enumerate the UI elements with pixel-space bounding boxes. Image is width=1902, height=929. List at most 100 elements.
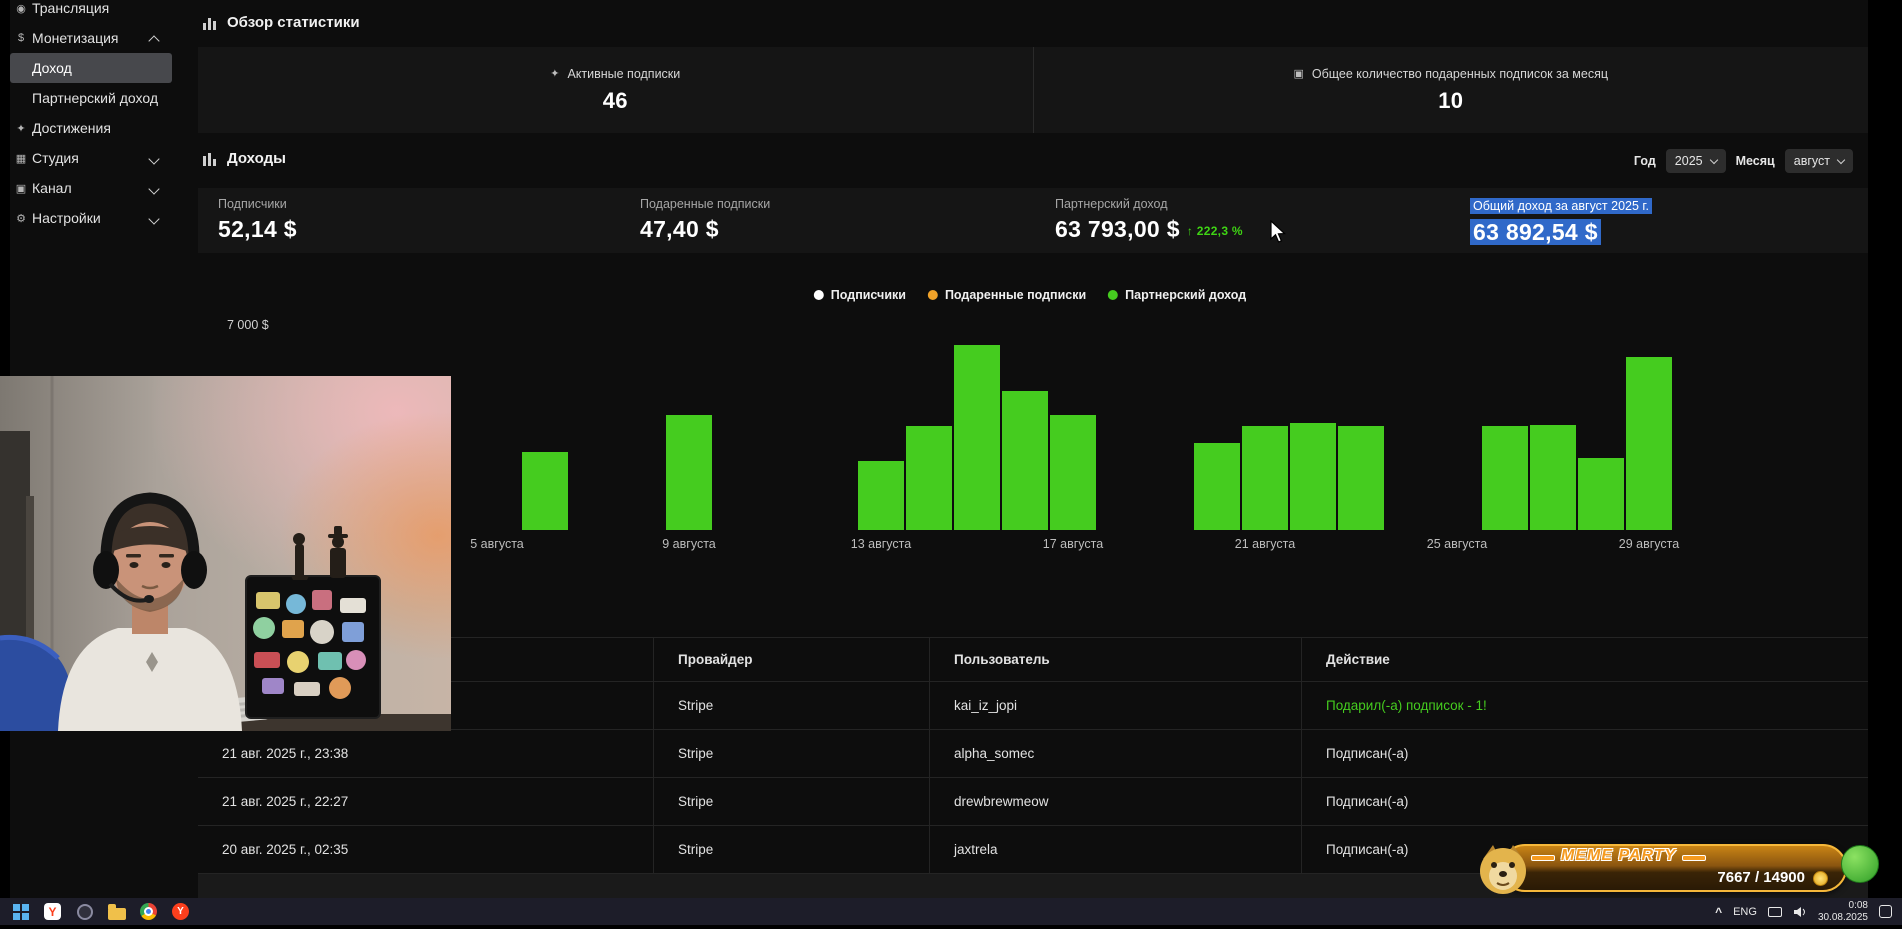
gift-subs-icon: ▣	[1293, 68, 1304, 80]
chart-bar	[1290, 423, 1336, 530]
legend-label: Партнерский доход	[1125, 288, 1247, 302]
cell-user: kai_iz_jopi	[929, 682, 1301, 729]
meme-party-title: MEME PARTY	[1530, 847, 1707, 864]
green-ball-icon	[1841, 845, 1879, 883]
overview-card: ▣ Общее количество подаренных подписок за…	[1032, 47, 1869, 133]
income-stat: Подписчики 52,14 $	[218, 197, 297, 243]
sidebar-item-label: Студия	[32, 150, 79, 166]
yandex-icon[interactable]: Y	[42, 901, 63, 922]
sidebar-item-label: Канал	[32, 180, 72, 196]
chevron-down-icon	[148, 153, 160, 165]
table-header: Действие	[1301, 638, 1868, 681]
card-label: Активные подписки	[567, 66, 681, 81]
chart-bar	[1050, 415, 1096, 530]
cell-provider: Stripe	[653, 778, 929, 825]
legend-item[interactable]: Партнерский доход	[1108, 288, 1246, 302]
channel-icon: ▣	[15, 182, 27, 195]
doge-icon	[1480, 845, 1526, 894]
cell-user: jaxtrela	[929, 826, 1301, 873]
sidebar-item-settings[interactable]: ⚙ Настройки	[10, 203, 198, 233]
sidebar-item-label: Монетизация	[32, 30, 119, 46]
chevron-down-icon	[1836, 155, 1846, 165]
cell-date: 20 авг. 2025 г., 02:35	[222, 842, 349, 857]
sidebar-item-label: Достижения	[32, 120, 111, 136]
tray-date: 30.08.2025	[1817, 911, 1868, 923]
sidebar-item-label: Трансляция	[32, 0, 110, 16]
explorer-icon[interactable]	[106, 901, 127, 922]
overview-card: ✦ Активные подписки 46	[198, 47, 1033, 133]
chart-bar	[1194, 443, 1240, 530]
income-title: Доходы	[227, 150, 286, 167]
coin-icon	[1813, 871, 1828, 886]
year-label: Год	[1633, 154, 1656, 168]
sidebar-item-monetization[interactable]: $ Монетизация	[10, 23, 198, 53]
display-icon[interactable]	[1767, 906, 1782, 917]
webcam-overlay	[0, 376, 451, 731]
clock[interactable]: 0:08 30.08.2025	[1818, 900, 1868, 924]
delta-badge: ↑ 222,3 %	[1186, 224, 1243, 238]
sidebar-item-partner-income[interactable]: Партнерский доход	[10, 83, 198, 113]
achievements-icon: ✦	[16, 122, 26, 135]
y-axis-label: 7 000 $	[227, 318, 269, 332]
legend-item[interactable]: Подписчики	[813, 288, 906, 302]
table-row: 21 авг. 2025 г., 23:38 Stripe alpha_somec П…	[198, 730, 1868, 778]
year-select[interactable]: 2025	[1665, 149, 1726, 173]
taskbar-icons: Y Y	[0, 901, 191, 922]
chrome-icon[interactable]	[138, 901, 159, 922]
cell-action: Подарил(-а) подписок - 1!	[1301, 682, 1868, 729]
cell-provider: Stripe	[653, 826, 929, 873]
subscriptions-icon: ✦	[550, 68, 560, 80]
table-header-row: Провайдер Пользователь Действие	[198, 637, 1868, 682]
month-select[interactable]: август	[1784, 149, 1853, 173]
cell-action: Подписан(-а)	[1301, 826, 1868, 873]
sidebar-item-achievements[interactable]: ✦ Достижения	[10, 113, 198, 143]
sidebar-item-income[interactable]: Доход	[10, 53, 172, 83]
sidebar-list: ◉ Трансляция $ Монетизация Доход Партнерский …	[10, 0, 198, 233]
table-row: Stripe kai_iz_jopi Подарил(-а) подписок - …	[198, 682, 1868, 730]
browser-icon[interactable]: Y	[170, 901, 191, 922]
tray-expand-icon[interactable]: ^	[1715, 904, 1723, 919]
sidebar-item-channel[interactable]: ▣ Канал	[10, 173, 198, 203]
legend-dot-icon	[927, 290, 938, 300]
x-axis-label: 5 августа	[470, 537, 524, 551]
year-value: 2025	[1674, 154, 1703, 168]
stat-label: Партнерский доход	[1055, 197, 1168, 211]
studio-icon: ▦	[15, 152, 27, 165]
table-header: Пользователь	[929, 638, 1301, 681]
overview-title: Обзор статистики	[227, 14, 360, 31]
app-icon[interactable]	[74, 901, 95, 922]
card-value: 10	[1438, 87, 1464, 113]
broadcast-icon: ◉	[16, 2, 26, 15]
legend-item[interactable]: Подаренные подписки	[927, 288, 1087, 302]
meme-party-counter: 7667 / 14900	[1717, 869, 1805, 886]
legend-label: Подаренные подписки	[944, 288, 1087, 302]
income-stats-row: Подписчики 52,14 $ Подаренные подписки 47,4…	[198, 188, 1868, 253]
income-section-title: Доходы	[203, 150, 286, 167]
chevron-down-icon	[1709, 155, 1718, 165]
notification-icon[interactable]	[1879, 905, 1892, 918]
income-filters: Год 2025 Месяц август	[1634, 148, 1853, 174]
chart-bar	[906, 426, 952, 530]
sidebar-item-label: Доход	[32, 60, 72, 76]
sidebar-item-studio[interactable]: ▦ Студия	[10, 143, 198, 173]
cell-date: 21 авг. 2025 г., 23:38	[222, 746, 349, 761]
cell-action: Подписан(-а)	[1301, 778, 1868, 825]
stat-value: 47,40 $	[640, 216, 719, 242]
stat-label: Подаренные подписки	[640, 197, 771, 211]
legend-dot-icon	[813, 290, 824, 300]
cell-provider: Stripe	[653, 730, 929, 777]
chevron-down-icon	[148, 183, 160, 195]
card-label: Общее количество подаренных подписок за …	[1311, 66, 1608, 81]
chart-bar	[858, 461, 904, 530]
language-indicator[interactable]: ENG	[1733, 905, 1757, 918]
sidebar-item-broadcast[interactable]: ◉ Трансляция	[10, 0, 198, 23]
volume-icon[interactable]	[1793, 906, 1807, 918]
chart-legend: Подписчики Подаренные подписки Партнерский…	[813, 288, 1246, 302]
x-axis-label: 21 августа	[1234, 537, 1296, 551]
cell-provider: Stripe	[653, 682, 929, 729]
stat-label: Общий доход за август 2025 г.	[1470, 198, 1652, 214]
start-button[interactable]	[10, 901, 31, 922]
chart-bar	[1242, 426, 1288, 530]
chevron-up-icon	[148, 35, 160, 47]
overview-section-title: Обзор статистики	[203, 14, 360, 31]
